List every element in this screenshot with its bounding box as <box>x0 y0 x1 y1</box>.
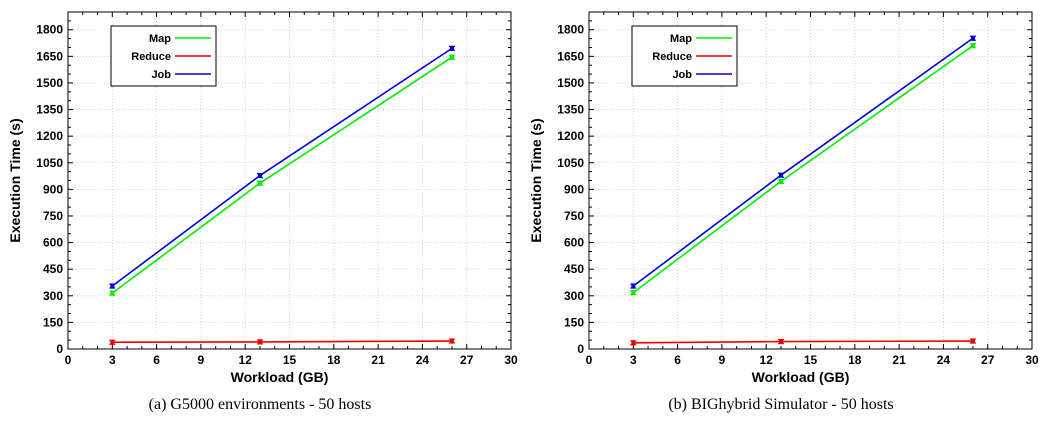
x-axis-title: Workload (GB) <box>231 369 329 385</box>
data-point-reduce <box>257 339 262 344</box>
caption-b: (b) BIGhybrid Simulator - 50 hosts <box>668 396 894 413</box>
chart-b-svg: 0 3 6 9 12 15 18 21 24 27 300150300450600750900105… <box>528 11 1039 385</box>
legend-label-map: Map <box>670 33 692 45</box>
x-tick-label: 30 <box>1025 353 1039 367</box>
x-tick-label: 21 <box>371 353 385 367</box>
x-tick-label: 27 <box>981 353 995 367</box>
y-tick-label: 150 <box>43 315 63 329</box>
y-tick-label: 900 <box>43 182 63 196</box>
chart-panel-b: 0 3 6 9 12 15 18 21 24 27 30 0 150 300 450 600 750 900 105… <box>521 0 1041 423</box>
x-tick-label: 3 <box>630 353 637 367</box>
y-tick-label: 1200 <box>36 129 63 143</box>
chart-a-svg: 0 3 6 9 12 15 18 21 24 27 300150300450600750900105… <box>7 11 518 385</box>
x-tick-label: 21 <box>892 353 906 367</box>
y-tick-label: 600 <box>43 236 63 250</box>
y-tick-label: 1350 <box>36 103 63 117</box>
series-line-reduce <box>112 340 452 344</box>
y-tick-label: 0 <box>56 342 63 356</box>
data-point-map <box>631 290 636 295</box>
y-tick-label: 450 <box>564 262 584 276</box>
series-line-map <box>111 56 453 294</box>
y-tick-label: 1800 <box>557 23 584 37</box>
data-point-reduce <box>449 339 454 344</box>
data-point-reduce <box>778 339 783 344</box>
y-tick-label: 300 <box>564 289 584 303</box>
x-tick-label: 9 <box>719 353 726 367</box>
x-tick-label: 24 <box>416 353 430 367</box>
y-tick-label: 1500 <box>557 76 584 90</box>
y-tick-label: 1650 <box>557 49 584 63</box>
data-point-reduce <box>631 340 636 345</box>
y-tick-label: 1800 <box>36 23 63 37</box>
y-tick-label: 750 <box>564 209 584 223</box>
data-point-job <box>631 284 636 289</box>
legend-label-reduce: Reduce <box>652 51 692 63</box>
series-line-reduce <box>633 340 973 344</box>
data-point-reduce <box>970 339 975 344</box>
x-tick-label: 3 <box>109 353 116 367</box>
data-point-reduce <box>110 340 115 345</box>
y-tick-label: 1200 <box>557 129 584 143</box>
y-tick-label: 900 <box>564 182 584 196</box>
chart-panel-a: 0 3 6 9 12 15 18 21 24 27 30 0 150 300 450 600 750 900 105… <box>0 0 520 423</box>
x-tick-label: 18 <box>848 353 862 367</box>
data-point-job <box>257 173 262 178</box>
data-point-job <box>970 36 975 41</box>
x-tick-label: 24 <box>937 353 951 367</box>
legend-label-job: Job <box>672 69 692 81</box>
x-tick-label: 27 <box>460 353 474 367</box>
x-tick-label: 30 <box>504 353 518 367</box>
x-tick-label: 15 <box>283 353 297 367</box>
x-tick-label: 9 <box>198 353 205 367</box>
legend-label-reduce: Reduce <box>131 51 171 63</box>
x-tick-label: 12 <box>760 353 774 367</box>
legend-label-job: Job <box>151 69 171 81</box>
x-tick-label: 12 <box>239 353 253 367</box>
y-tick-label: 1050 <box>557 156 584 170</box>
x-tick-label: 6 <box>674 353 681 367</box>
data-point-map <box>778 179 783 184</box>
y-tick-label: 0 <box>577 342 584 356</box>
y-tick-label: 600 <box>564 236 584 250</box>
data-point-job <box>449 46 454 51</box>
y-tick-label: 1650 <box>36 49 63 63</box>
y-tick-label: 150 <box>564 315 584 329</box>
y-tick-label: 1350 <box>557 103 584 117</box>
y-axis-title: Execution Time (s) <box>528 118 544 242</box>
y-tick-label: 300 <box>43 289 63 303</box>
data-point-map <box>257 181 262 186</box>
x-tick-label: 0 <box>586 353 593 367</box>
y-tick-label: 1500 <box>36 76 63 90</box>
x-tick-label: 0 <box>65 353 72 367</box>
x-axis-title: Workload (GB) <box>752 369 850 385</box>
data-point-job <box>110 284 115 289</box>
y-tick-label: 750 <box>43 209 63 223</box>
y-tick-label: 450 <box>43 262 63 276</box>
data-point-map <box>449 55 454 60</box>
y-tick-label: 1050 <box>36 156 63 170</box>
caption-a: (a) G5000 environments - 50 hosts <box>148 396 372 413</box>
x-tick-label: 15 <box>804 353 818 367</box>
y-axis-title: Execution Time (s) <box>7 118 23 242</box>
x-tick-label: 18 <box>327 353 341 367</box>
data-point-map <box>970 43 975 48</box>
x-tick-label: 6 <box>153 353 160 367</box>
data-point-job <box>778 173 783 178</box>
data-point-map <box>110 291 115 296</box>
legend-label-map: Map <box>149 33 171 45</box>
